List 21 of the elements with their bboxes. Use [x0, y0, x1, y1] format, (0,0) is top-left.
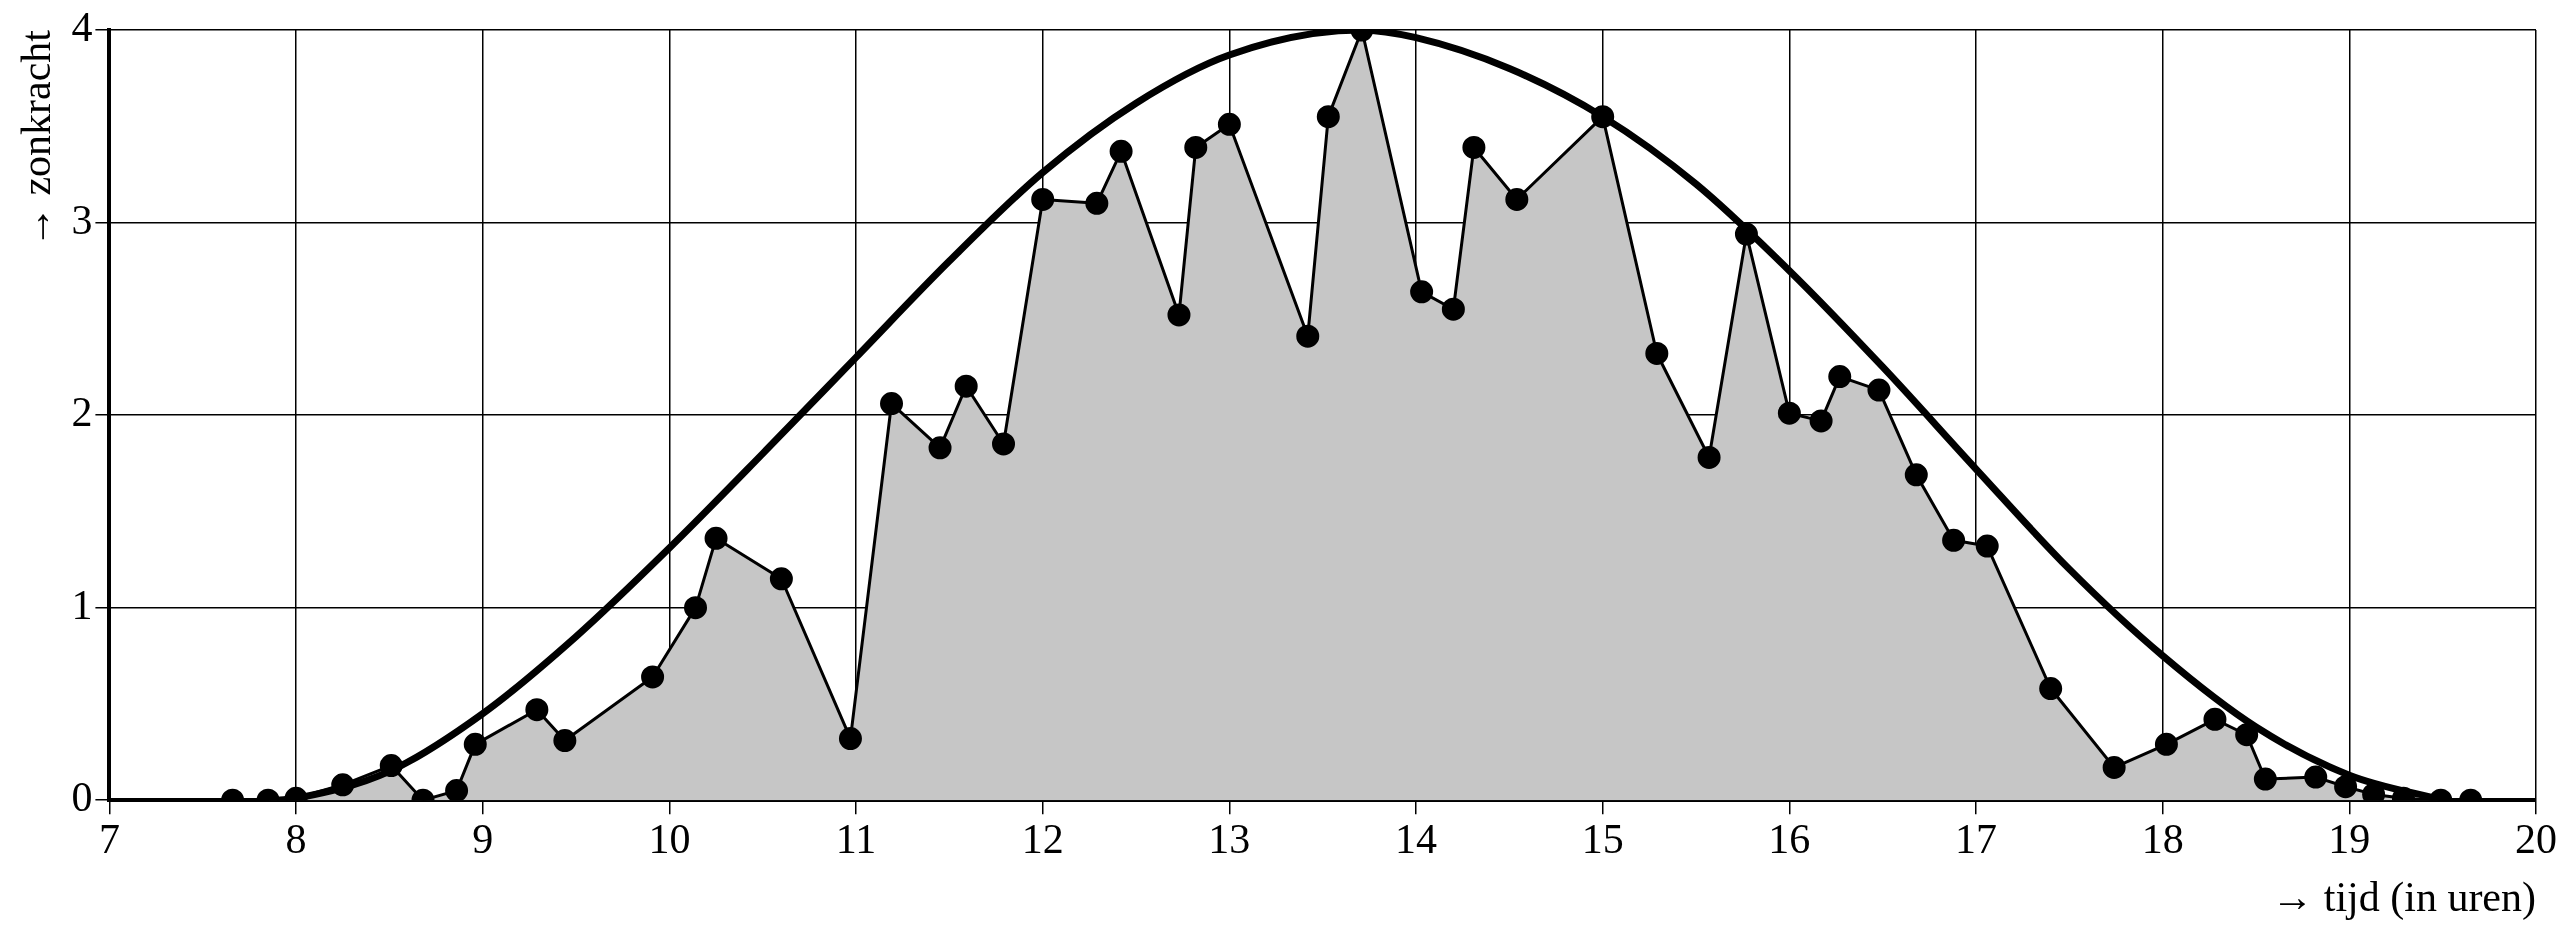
x-axis-title: → tijd (in uren) — [2271, 873, 2536, 921]
y-tick-label: 3 — [71, 196, 93, 243]
x-tick-label: 11 — [835, 816, 877, 863]
x-tick-label: 7 — [98, 816, 120, 863]
x-tick-label: 8 — [285, 816, 307, 863]
y-tick-label: 1 — [71, 581, 93, 628]
x-tick-label: 13 — [1208, 816, 1251, 863]
x-tick-label: 14 — [1395, 816, 1438, 863]
y-axis-title: → zonkracht — [13, 29, 60, 249]
x-tick-label: 16 — [1768, 816, 1811, 863]
x-tick-label: 19 — [2328, 816, 2371, 863]
x-tick-label: 15 — [1581, 816, 1624, 863]
x-tick-label: 9 — [472, 816, 494, 863]
x-tick-label: 18 — [2141, 816, 2184, 863]
x-tick-label: 10 — [648, 816, 691, 863]
x-tick-label: 12 — [1021, 816, 1064, 863]
x-tick-label: 17 — [1955, 816, 1998, 863]
y-tick-label: 2 — [71, 389, 93, 436]
x-tick-label: 20 — [2515, 816, 2557, 863]
y-tick-label: 4 — [71, 4, 93, 51]
y-tick-label: 0 — [71, 774, 93, 821]
